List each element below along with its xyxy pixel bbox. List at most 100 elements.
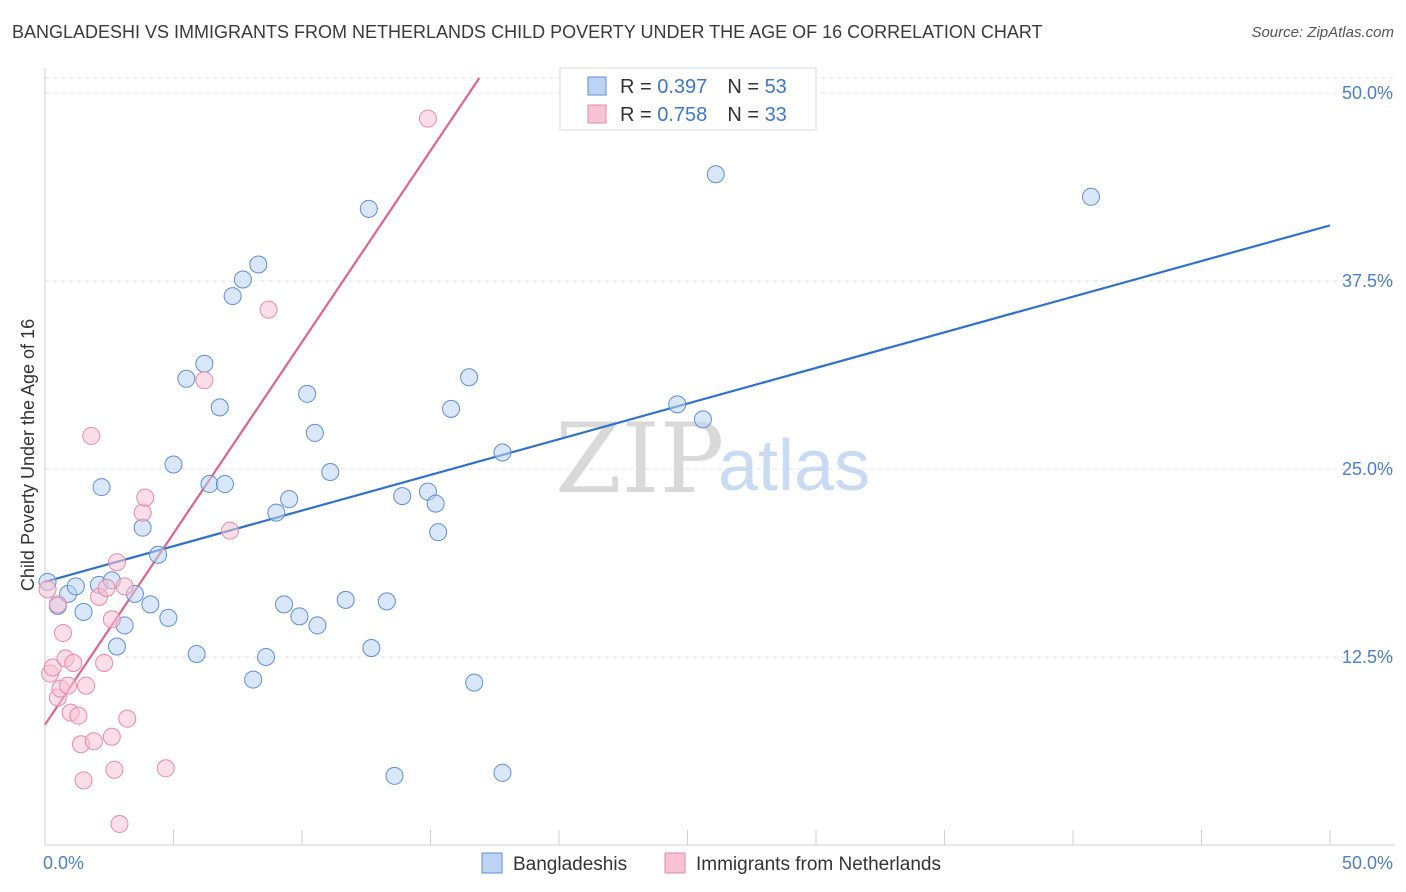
point-netherlands xyxy=(53,623,72,642)
point-bangladeshis xyxy=(177,369,196,388)
point-bangladeshis xyxy=(305,423,324,442)
point-netherlands xyxy=(156,759,175,778)
x-tick-labels: 0.0% 50.0% xyxy=(43,853,1393,873)
point-bangladeshis xyxy=(298,384,317,403)
y-tick-labels: 12.5% 25.0% 37.5% 50.0% xyxy=(1342,83,1393,667)
bottom-legend-label-bangladeshis: Bangladeshis xyxy=(513,854,627,875)
point-bangladeshis xyxy=(92,478,111,497)
y-tick-label: 12.5% xyxy=(1342,647,1393,667)
chart-source: Source: ZipAtlas.com xyxy=(1251,24,1394,41)
point-bangladeshis xyxy=(493,763,512,782)
point-bangladeshis xyxy=(187,645,206,664)
point-bangladeshis xyxy=(336,590,355,609)
point-bangladeshis xyxy=(426,494,445,513)
point-bangladeshis xyxy=(362,638,381,657)
point-bangladeshis xyxy=(223,287,242,306)
watermark-atlas: atlas xyxy=(718,426,870,506)
point-bangladeshis xyxy=(164,455,183,474)
point-netherlands xyxy=(115,577,134,596)
point-netherlands xyxy=(84,732,103,751)
x-tick-label: 50.0% xyxy=(1342,853,1393,873)
data-points xyxy=(38,109,1100,833)
point-bangladeshis xyxy=(195,354,214,373)
trendlines xyxy=(44,77,1331,726)
legend-r-value: 0.758 xyxy=(657,104,707,126)
watermark: ZIP atlas xyxy=(555,403,870,515)
point-bangladeshis xyxy=(321,463,340,482)
legend-entry-stats: R = 0.397 N = 53 xyxy=(620,76,787,98)
point-netherlands xyxy=(418,109,437,128)
point-bangladeshis xyxy=(275,595,294,614)
point-netherlands xyxy=(102,727,121,746)
point-bangladeshis xyxy=(693,410,712,429)
point-netherlands xyxy=(69,706,88,725)
point-netherlands xyxy=(102,610,121,629)
trendline-bangladeshis xyxy=(44,224,1331,583)
point-bangladeshis xyxy=(74,602,93,621)
point-bangladeshis xyxy=(280,490,299,509)
point-netherlands xyxy=(221,521,240,540)
y-tick-label: 50.0% xyxy=(1342,83,1393,103)
legend-swatch-netherlands xyxy=(587,104,607,124)
point-bangladeshis xyxy=(257,648,276,667)
chart-title: BANGLADESHI VS IMMIGRANTS FROM NETHERLAN… xyxy=(12,22,1043,42)
point-netherlands xyxy=(133,503,152,522)
bottom-legend-swatch-netherlands xyxy=(664,852,686,874)
point-bangladeshis xyxy=(460,368,479,387)
point-netherlands xyxy=(118,709,137,728)
y-axis-label: Child Poverty Under the Age of 16 xyxy=(18,319,38,591)
legend-swatch-bangladeshis xyxy=(587,76,607,96)
point-netherlands xyxy=(43,658,62,677)
top-legend: R = 0.397 N = 53 R = 0.758 N = 33 xyxy=(559,67,817,131)
point-bangladeshis xyxy=(233,270,252,289)
point-netherlands xyxy=(97,578,116,597)
point-bangladeshis xyxy=(359,199,378,218)
point-bangladeshis xyxy=(107,637,126,656)
gridlines xyxy=(45,77,1395,658)
point-netherlands xyxy=(259,300,278,319)
bottom-legend-label-netherlands: Immigrants from Netherlands xyxy=(696,854,941,875)
point-bangladeshis xyxy=(66,577,85,596)
point-bangladeshis xyxy=(668,395,687,414)
point-bangladeshis xyxy=(290,607,309,626)
point-bangladeshis xyxy=(429,523,448,542)
point-netherlands xyxy=(59,676,78,695)
point-bangladeshis xyxy=(159,608,178,627)
y-tick-label: 25.0% xyxy=(1342,459,1393,479)
point-netherlands xyxy=(64,654,83,673)
point-bangladeshis xyxy=(465,673,484,692)
point-bangladeshis xyxy=(377,592,396,611)
point-bangladeshis xyxy=(442,399,461,418)
point-bangladeshis xyxy=(244,670,263,689)
point-bangladeshis xyxy=(200,475,219,494)
point-netherlands xyxy=(107,553,126,572)
x-tick-label: 0.0% xyxy=(43,853,84,873)
axes xyxy=(44,68,1395,846)
point-bangladeshis xyxy=(149,545,168,564)
point-bangladeshis xyxy=(249,255,268,274)
point-bangladeshis xyxy=(706,165,725,184)
point-bangladeshis xyxy=(385,766,404,785)
point-netherlands xyxy=(77,676,96,695)
point-bangladeshis xyxy=(133,518,152,537)
point-bangladeshis xyxy=(210,398,229,417)
point-bangladeshis xyxy=(308,616,327,635)
point-bangladeshis xyxy=(393,487,412,506)
legend-n-value: 53 xyxy=(765,76,787,98)
point-bangladeshis xyxy=(141,595,160,614)
point-bangladeshis xyxy=(267,503,286,522)
point-netherlands xyxy=(48,595,67,614)
bottom-legend-swatch-bangladeshis xyxy=(481,852,503,874)
point-netherlands xyxy=(74,771,93,790)
point-netherlands xyxy=(110,814,129,833)
bottom-legend: Bangladeshis Immigrants from Netherlands xyxy=(481,852,941,875)
point-netherlands xyxy=(95,654,114,673)
point-bangladeshis xyxy=(493,443,512,462)
point-netherlands xyxy=(82,426,101,445)
legend-r-value: 0.397 xyxy=(657,76,707,98)
point-netherlands xyxy=(105,760,124,779)
y-tick-label: 37.5% xyxy=(1342,271,1393,291)
legend-entry-stats: R = 0.758 N = 33 xyxy=(620,104,787,126)
point-bangladeshis xyxy=(215,475,234,494)
